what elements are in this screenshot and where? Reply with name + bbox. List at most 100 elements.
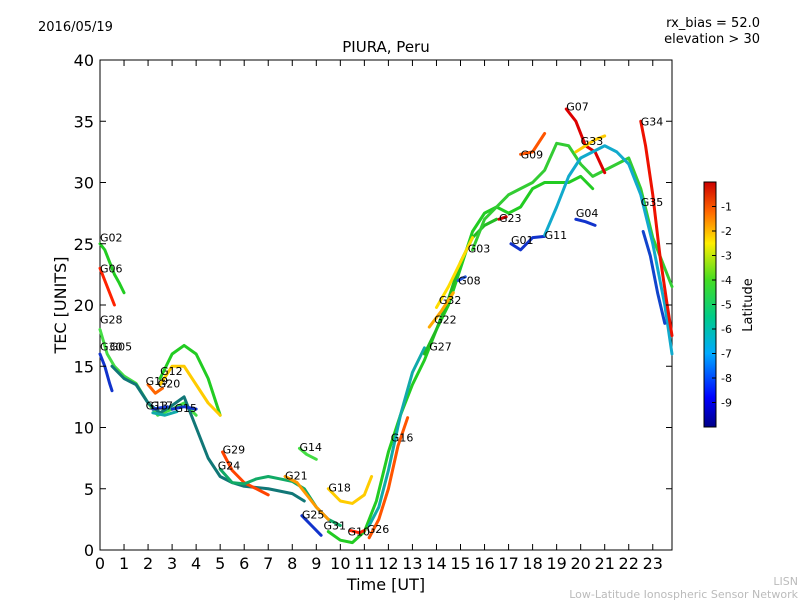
series-label-g30: G30 [100, 341, 123, 354]
series-label-g18: G18 [328, 482, 351, 495]
series-label-g23: G23 [499, 212, 522, 225]
x-tick-label: 7 [263, 554, 273, 573]
colorbar-tick-label: -9 [721, 397, 732, 410]
series-g20 [158, 364, 222, 417]
y-tick-label: 10 [74, 419, 94, 438]
x-tick-label: 21 [595, 554, 615, 573]
x-tick-label: 12 [378, 554, 398, 573]
series-label-g01: G01 [511, 234, 534, 247]
series-g25 [300, 514, 323, 537]
x-tick-label: 1 [119, 554, 129, 573]
series-label-g28: G28 [100, 314, 123, 327]
series-label-g33: G33 [581, 135, 604, 148]
series-label-g03: G03 [468, 243, 491, 256]
series-label-g12: G12 [160, 365, 183, 378]
series-g16 [367, 416, 410, 540]
series-g21 [283, 475, 330, 521]
series-label-g02: G02 [100, 232, 123, 245]
y-tick-label: 25 [74, 235, 94, 254]
rx-bias-label: rx_bias = 52.0 [666, 16, 760, 31]
series-label-g11: G11 [545, 229, 568, 242]
y-tick-label: 15 [74, 357, 94, 376]
series-label-g25: G25 [302, 508, 325, 521]
x-tick-label: 22 [619, 554, 639, 573]
series-g35 [641, 230, 667, 325]
series-g10 [348, 528, 366, 535]
date-label: 2016/05/19 [38, 20, 113, 35]
colorbar-ticks: -1 -2 -3 -4 -5 -6 -7 -8 -9 [712, 201, 732, 410]
colorbar-tick-label: -1 [721, 201, 732, 214]
x-tick-label: 8 [287, 554, 297, 573]
x-tick-label: 17 [498, 554, 518, 573]
series-label-g08: G08 [458, 275, 481, 288]
series-label-g06: G06 [100, 262, 123, 275]
y-tick-label: 35 [74, 112, 94, 131]
series-g32 [434, 236, 475, 309]
series-label-g32: G32 [439, 294, 462, 307]
series-g26 [367, 346, 426, 527]
x-tick-label: 5 [215, 554, 225, 573]
series-g13 [151, 405, 169, 411]
x-tick-label: 6 [239, 554, 249, 573]
series-g29 [221, 450, 270, 497]
series-label-g17: G17 [150, 399, 173, 412]
series-g23 [497, 215, 508, 221]
series-label-g35: G35 [641, 196, 664, 209]
credit-short: LISN [773, 575, 798, 588]
series-label-g20: G20 [158, 377, 181, 390]
colorbar-tick-label: -6 [721, 323, 732, 336]
series-g22 [427, 291, 455, 329]
series-g17 [151, 410, 179, 417]
series-g12 [158, 343, 222, 417]
series-label-g07: G07 [566, 101, 589, 114]
series-g11 [543, 144, 674, 356]
series-g19 [146, 383, 164, 395]
series-label-g09: G09 [521, 148, 544, 161]
series-g09 [519, 132, 547, 156]
elevation-label: elevation > 30 [664, 32, 760, 47]
x-tick-label: 9 [311, 554, 321, 573]
credit-long: Low-Latitude Ionospheric Sensor Network [569, 588, 798, 600]
series-label-g22: G22 [434, 314, 457, 327]
series-g02 [98, 242, 126, 295]
series-g15 [170, 405, 198, 411]
colorbar-tick-label: -7 [721, 348, 732, 361]
series-g04 [574, 217, 597, 227]
series-label-g15: G15 [175, 402, 198, 415]
x-axis-label: Time [UT] [346, 575, 425, 594]
colorbar-tick-label: -3 [721, 250, 732, 263]
y-tick-label: 40 [74, 51, 94, 70]
series-g33 [574, 134, 607, 154]
chart-title: PIURA, Peru [342, 38, 429, 56]
x-tick-label: 16 [474, 554, 494, 573]
series-label-g21: G21 [285, 469, 308, 482]
series-label-g34: G34 [641, 115, 664, 128]
x-tick-label: 10 [330, 554, 350, 573]
colorbar-label: Latitude [741, 278, 756, 332]
series-g31 [326, 174, 595, 545]
series-label-g26: G26 [367, 523, 390, 536]
series-g05 [110, 364, 306, 503]
series-g30 [98, 352, 114, 393]
series-label-g31: G31 [324, 520, 347, 533]
series-label-g19: G19 [146, 375, 169, 388]
series-g01 [509, 234, 547, 252]
x-tick-label: 15 [450, 554, 470, 573]
x-tick-label: 20 [570, 554, 590, 573]
y-tick-label: 30 [74, 174, 94, 193]
series-g08 [456, 275, 467, 282]
colorbar-tick-label: -2 [721, 225, 732, 238]
y-axis-label: TEC [UNITS] [51, 257, 70, 355]
series-label-g04: G04 [576, 207, 599, 220]
series-label-g16: G16 [391, 431, 414, 444]
series-g34 [639, 119, 674, 338]
x-tick-label: 19 [546, 554, 566, 573]
x-tick-label: 23 [643, 554, 663, 573]
plot-area [99, 59, 673, 551]
series-label-g24: G24 [218, 459, 241, 472]
series-label-g10: G10 [348, 526, 371, 539]
series-label-g05: G05 [110, 341, 133, 354]
y-tick-label: 0 [84, 541, 94, 560]
